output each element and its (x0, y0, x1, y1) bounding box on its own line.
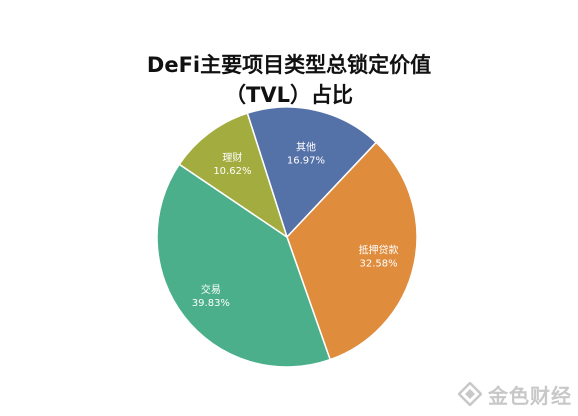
pie-slice-3 (178, 112, 289, 239)
chart-title-line2: （TVL）占比 (225, 83, 353, 107)
slice-pct-2: 39.83% (192, 298, 230, 309)
slice-pct-3: 10.62% (213, 166, 251, 177)
watermark-text: 金色财经 (488, 383, 572, 408)
slice-pct-1: 32.58% (359, 258, 397, 269)
pie-slice-0 (246, 106, 378, 239)
slice-label-1: 抵押贷款 (359, 243, 399, 256)
pie-slice-1 (286, 141, 418, 361)
chart-title-line1: DeFi主要项目类型总锁定价值 (146, 53, 432, 77)
slice-pct-0: 16.97% (287, 155, 325, 166)
pie-slice-2 (156, 163, 332, 368)
slice-label-2: 交易 (201, 283, 221, 296)
chart-title: DeFi主要项目类型总锁定价值 （TVL）占比 (0, 50, 578, 110)
watermark-logo-icon (458, 382, 482, 406)
watermark: 金色财经 (458, 380, 572, 408)
slice-label-0: 其他 (296, 140, 316, 153)
slice-label-3: 理财 (222, 151, 242, 164)
